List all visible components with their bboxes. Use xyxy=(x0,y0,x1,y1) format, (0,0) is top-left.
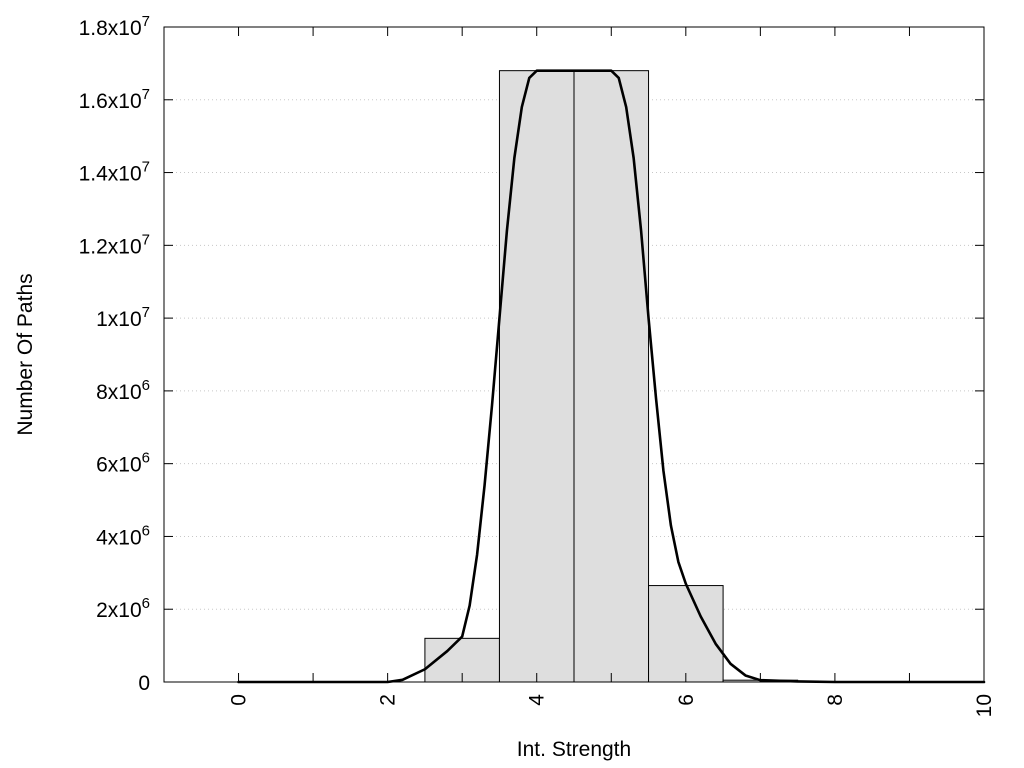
y-tick-exponent: 7 xyxy=(142,159,150,176)
fit-curve-line xyxy=(237,69,986,684)
fit-curve xyxy=(237,69,986,684)
bar-4 xyxy=(498,70,575,683)
y-tick-mantissa: 1.4x10 xyxy=(79,163,142,186)
y-tick-mantissa: 1x10 xyxy=(96,308,142,331)
y-tick-label-1: 2x106 xyxy=(96,595,150,622)
y-tick-mantissa: 0 xyxy=(138,672,150,695)
y-tick-exponent: 7 xyxy=(142,304,150,321)
y-tick-mantissa: 1.6x10 xyxy=(79,90,142,113)
y-tick-mantissa: 4x10 xyxy=(96,526,142,549)
x-tick-label-5: 10 xyxy=(973,694,996,717)
y-tick-label-5: 1x107 xyxy=(96,304,150,331)
y-tick-label-8: 1.6x107 xyxy=(79,86,150,113)
bar-6 xyxy=(648,585,724,683)
x-tick-label-3: 6 xyxy=(675,694,698,706)
y-tick-label-3: 6x106 xyxy=(96,450,150,477)
x-tick-label-0: 0 xyxy=(228,694,251,706)
x-tick-labels: 0 2 4 6 8 10 xyxy=(228,694,996,718)
grid-lines xyxy=(164,99,984,610)
x-axis-title: Int. Strength xyxy=(517,738,631,761)
x-tick-label-4: 8 xyxy=(824,694,847,706)
y-tick-label-7: 1.4x107 xyxy=(79,159,150,186)
y-tick-label-2: 4x106 xyxy=(96,522,150,549)
y-tick-exponent: 6 xyxy=(142,595,150,612)
y-tick-mantissa: 1.2x10 xyxy=(79,235,142,258)
y-tick-mantissa: 1.8x10 xyxy=(79,17,142,40)
y-tick-mantissa: 2x10 xyxy=(96,599,142,622)
y-tick-exponent: 7 xyxy=(142,231,150,248)
y-tick-labels: 02x1064x1066x1068x1061x1071.2x1071.4x107… xyxy=(79,13,150,695)
plot-frame xyxy=(163,26,985,683)
y-tick-label-4: 8x106 xyxy=(96,377,150,404)
y-axis-title: Number Of Paths xyxy=(14,273,37,435)
y-tick-label-0: 0 xyxy=(138,672,150,695)
x-tick-label-1: 2 xyxy=(377,694,400,706)
axis-ticks xyxy=(164,26,985,683)
y-tick-exponent: 7 xyxy=(142,13,150,30)
y-tick-exponent: 6 xyxy=(142,522,150,539)
y-tick-mantissa: 8x10 xyxy=(96,381,142,404)
y-tick-exponent: 6 xyxy=(142,377,150,394)
x-tick-label-2: 4 xyxy=(526,694,549,706)
y-tick-exponent: 7 xyxy=(142,86,150,103)
y-tick-label-6: 1.2x107 xyxy=(79,231,150,258)
y-tick-exponent: 6 xyxy=(142,450,150,467)
y-tick-mantissa: 6x10 xyxy=(96,454,142,477)
y-tick-label-9: 1.8x107 xyxy=(79,13,150,40)
bar-5 xyxy=(573,70,650,683)
